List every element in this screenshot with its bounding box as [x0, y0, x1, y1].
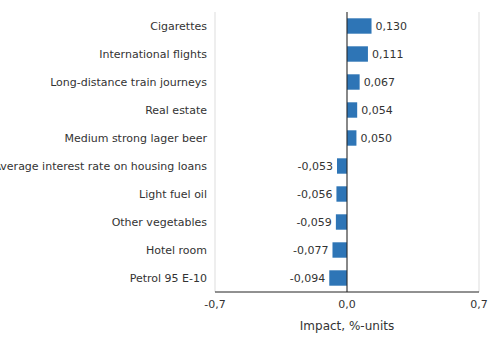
data-label: -0,094: [290, 272, 325, 285]
y-tick-label: Long-distance train journeys: [50, 76, 207, 89]
bar: [347, 18, 372, 33]
bar: [347, 46, 368, 61]
zero-line: [347, 12, 348, 292]
y-tick-label: Light fuel oil: [139, 188, 207, 201]
data-label: 0,054: [361, 104, 393, 117]
y-tick-label: Average interest rate on housing loans: [0, 160, 207, 173]
bar: [347, 102, 357, 117]
data-label: -0,077: [293, 244, 328, 257]
y-tick-label: International flights: [99, 48, 207, 61]
bar: [347, 130, 356, 145]
data-label: -0,053: [298, 160, 333, 173]
data-label: 0,050: [360, 132, 392, 145]
bar: [332, 242, 347, 257]
data-label: 0,111: [372, 48, 404, 61]
grid: [215, 12, 479, 292]
x-axis-line: [215, 292, 479, 293]
data-label: 0,130: [376, 20, 408, 33]
y-tick-label: Real estate: [145, 104, 207, 117]
bar: [336, 214, 347, 229]
grid-line: [479, 12, 480, 292]
grid-line: [347, 12, 348, 292]
y-tick-label: Medium strong lager beer: [64, 132, 207, 145]
bar: [336, 186, 347, 201]
chart: -0,094 -0,077 -0,059 -0,056 -0,053 0,050 0,054…: [0, 0, 499, 340]
data-label: -0,056: [297, 188, 332, 201]
x-tick-label: 0,7: [470, 298, 488, 311]
chart-container: -0,094 -0,077 -0,059 -0,056 -0,053 0,050 0,054…: [0, 0, 499, 340]
bar: [347, 74, 360, 89]
bar: [337, 158, 347, 173]
grid-line: [215, 12, 216, 292]
y-ticks: Petrol 95 E‐10 Hotel room Other vegetables…: [0, 20, 207, 285]
x-tick-label: 0,0: [338, 298, 356, 311]
data-label: -0,059: [296, 216, 331, 229]
x-axis-label: Impact, %-units: [300, 319, 394, 333]
data-label: 0,067: [364, 76, 396, 89]
x-ticks: -0,7 0,0 0,7: [204, 298, 487, 311]
data-labels: -0,094 -0,077 -0,059 -0,056 -0,053 0,050 0,054…: [290, 20, 407, 285]
y-tick-label: Cigarettes: [150, 20, 207, 33]
y-tick-label: Other vegetables: [112, 216, 208, 229]
bars: [329, 18, 371, 285]
x-tick-label: -0,7: [204, 298, 225, 311]
y-tick-label: Hotel room: [146, 244, 207, 257]
bar: [329, 270, 347, 285]
y-tick-label: Petrol 95 E‐10: [130, 272, 207, 285]
